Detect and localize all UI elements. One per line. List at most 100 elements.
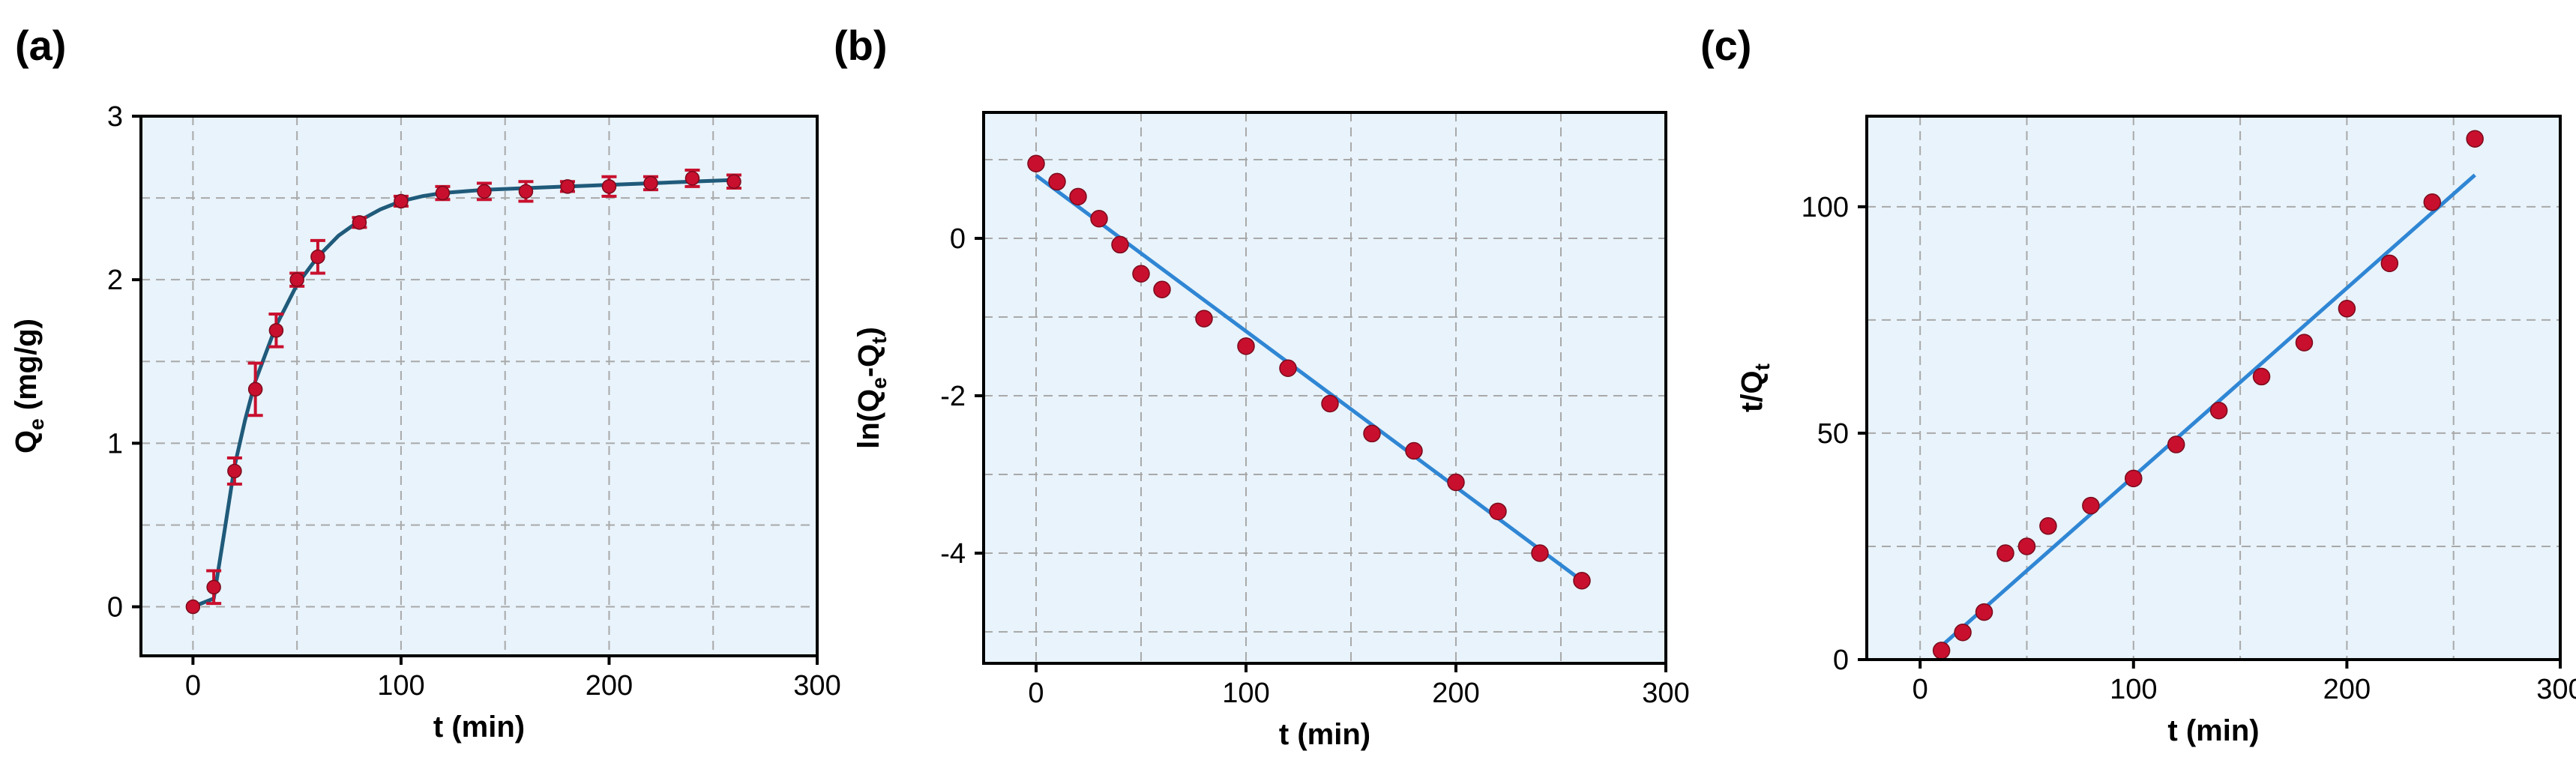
data-point xyxy=(394,193,409,209)
plot-area xyxy=(141,116,817,656)
data-point xyxy=(1447,473,1465,492)
data-point xyxy=(1027,154,1045,172)
data-point xyxy=(1996,544,2014,562)
fit-curve xyxy=(192,178,735,609)
x-tick-label: 0 xyxy=(185,670,201,702)
data-point xyxy=(2295,334,2314,352)
data-point xyxy=(268,323,284,338)
data-point xyxy=(1975,603,1993,621)
data-point xyxy=(1237,337,1255,355)
data-point xyxy=(289,272,304,287)
y-tick-label: 0 xyxy=(950,223,966,255)
fit-line xyxy=(1939,173,2476,648)
data-point xyxy=(1531,544,1549,562)
y-axis-label-subscript: t xyxy=(867,337,891,344)
data-point xyxy=(1090,210,1108,228)
y-axis-label-subscript: e xyxy=(867,377,891,389)
data-point xyxy=(1573,572,1591,590)
panel-label: (b) xyxy=(834,22,888,69)
x-tick-label: 200 xyxy=(2323,674,2371,705)
data-point xyxy=(1321,394,1339,413)
data-point xyxy=(1489,502,1507,521)
y-tick-label: -2 xyxy=(940,381,966,412)
y-axis-label-part: (mg/g) xyxy=(10,319,43,418)
data-point xyxy=(1363,424,1381,443)
data-point xyxy=(247,382,263,397)
data-point xyxy=(477,184,492,199)
data-point xyxy=(2209,401,2228,420)
data-point xyxy=(227,463,242,479)
data-point xyxy=(2252,367,2271,386)
data-point xyxy=(1954,624,1972,642)
data-point xyxy=(2466,130,2484,148)
y-axis-label-part: ln(Q xyxy=(852,389,885,449)
plot-frame xyxy=(982,111,1667,665)
y-tick-label: 0 xyxy=(1833,645,1849,676)
y-axis-label-part: t/Q xyxy=(1736,370,1769,412)
y-tick-label: -4 xyxy=(940,538,966,570)
y-tick-label: 0 xyxy=(107,592,123,624)
x-tick-label: 100 xyxy=(2110,674,2157,705)
data-point xyxy=(435,185,451,201)
plot-area xyxy=(1867,116,2560,660)
y-axis-label-subscript: t xyxy=(1751,364,1774,370)
y-axis-label: ln(Qe-Qt) xyxy=(852,327,891,449)
x-tick-label: 100 xyxy=(377,670,424,702)
data-point xyxy=(2082,496,2100,515)
y-axis-label-part: ) xyxy=(852,327,885,337)
panel-c: 0 100 200 300 0 50 100 t (min) t/Qt (c) xyxy=(1700,22,2576,747)
data-point xyxy=(185,599,201,615)
y-tick-label: 1 xyxy=(107,428,123,459)
data-point xyxy=(1048,172,1066,191)
data-point xyxy=(1069,187,1087,206)
data-point xyxy=(1153,280,1171,298)
data-point xyxy=(2338,300,2356,318)
data-point xyxy=(1132,265,1150,283)
x-axis-label: t (min) xyxy=(433,711,525,744)
data-point xyxy=(206,579,221,595)
panel-label: (a) xyxy=(15,22,66,69)
data-point xyxy=(518,184,534,199)
data-point xyxy=(1279,359,1297,377)
plot-frame xyxy=(1865,115,2562,661)
x-tick-label: 0 xyxy=(1913,674,1928,705)
y-tick-label: 100 xyxy=(1802,192,1849,223)
data-point xyxy=(560,179,575,194)
data-point xyxy=(352,215,367,230)
data-point xyxy=(2039,517,2057,535)
data-point xyxy=(601,179,617,194)
y-axis-label-part: -Q xyxy=(852,344,885,377)
x-tick-label: 300 xyxy=(1642,678,1689,709)
y-axis-label-part: Q xyxy=(10,430,43,453)
x-axis-label: t (min) xyxy=(2167,714,2259,747)
x-tick-label: 300 xyxy=(793,670,840,702)
panel-label: (c) xyxy=(1700,22,1751,69)
x-axis-label: t (min) xyxy=(1279,718,1370,751)
data-point xyxy=(1405,441,1423,460)
y-tick-label: 3 xyxy=(107,101,123,133)
data-point xyxy=(2423,193,2441,211)
y-tick-label: 2 xyxy=(107,265,123,296)
panel-b: 0 100 200 300 -4 -2 0 t (min) ln(Qe-Qt) (b) xyxy=(834,22,1690,751)
data-point xyxy=(1111,235,1129,254)
data-point xyxy=(2380,254,2399,273)
panel-a: 0 100 200 300 0 1 2 3 t (min) Qe (mg/g) (a) xyxy=(10,22,841,744)
x-tick-label: 300 xyxy=(2536,674,2576,705)
y-axis-label: t/Qt xyxy=(1736,364,1774,412)
y-axis-label-subscript: e xyxy=(25,418,48,430)
x-tick-label: 100 xyxy=(1222,678,1269,709)
x-tick-label: 200 xyxy=(1432,678,1479,709)
data-point xyxy=(1932,642,1951,660)
data-point xyxy=(726,174,741,190)
data-point xyxy=(2125,469,2143,488)
data-point xyxy=(310,249,325,265)
y-axis-label: Qe (mg/g) xyxy=(10,319,48,453)
data-point xyxy=(2017,537,2036,555)
x-tick-label: 200 xyxy=(586,670,633,702)
x-tick-label: 0 xyxy=(1028,678,1044,709)
data-point xyxy=(684,171,700,186)
y-tick-label: 50 xyxy=(1817,418,1849,450)
plot-frame xyxy=(139,115,819,657)
data-point xyxy=(643,175,658,191)
